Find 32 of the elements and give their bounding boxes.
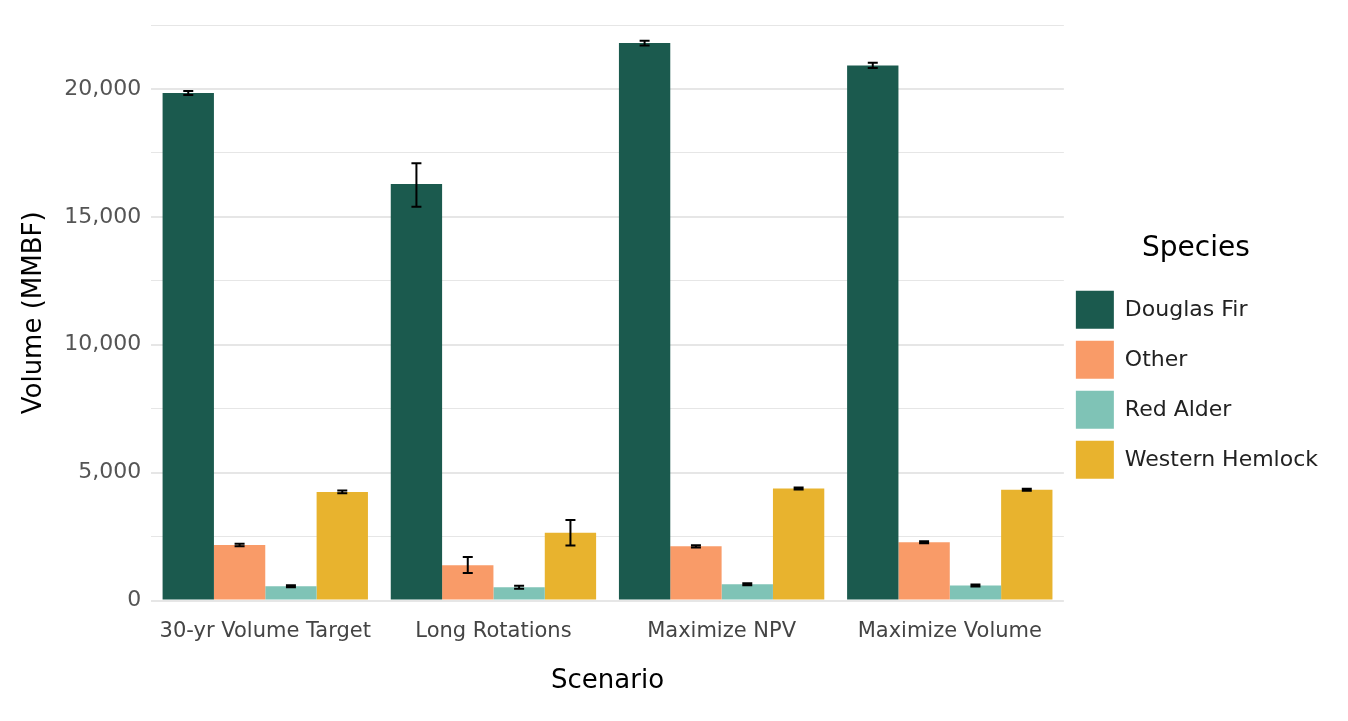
bar xyxy=(1001,489,1053,600)
bar xyxy=(442,565,494,600)
x-tick-label: 30-yr Volume Target xyxy=(159,617,371,642)
bar xyxy=(544,532,597,600)
bar xyxy=(772,488,825,600)
bar xyxy=(847,65,899,600)
x-tick-label: Long Rotations xyxy=(415,617,572,642)
bar xyxy=(618,42,671,600)
legend-label: Red Alder xyxy=(1124,395,1233,421)
x-tick-label: Maximize NPV xyxy=(647,617,797,642)
bar xyxy=(213,545,266,600)
legend-label: Other xyxy=(1124,345,1189,371)
y-tick-label: 20,000 xyxy=(64,74,142,100)
bar xyxy=(390,184,443,600)
y-tick-label: 5,000 xyxy=(78,458,142,484)
y-tick-label: 0 xyxy=(127,586,142,612)
legend-title: Species xyxy=(1142,230,1250,264)
y-tick-label: 10,000 xyxy=(64,330,142,356)
bar xyxy=(898,542,950,600)
bar xyxy=(670,546,722,600)
y-tick-label: 15,000 xyxy=(64,202,142,228)
legend-label: Western Hemlock xyxy=(1124,445,1319,471)
legend-label: Douglas Fir xyxy=(1124,295,1249,321)
y-axis-title: Volume (MMBF) xyxy=(17,211,48,415)
bar xyxy=(265,586,317,600)
x-axis-title: Scenario xyxy=(551,664,665,695)
bar xyxy=(162,93,214,600)
bar xyxy=(721,584,773,600)
bar xyxy=(316,491,368,600)
bar xyxy=(949,585,1002,600)
x-tick-label: Maximize Volume xyxy=(857,617,1042,642)
bar xyxy=(493,587,545,600)
